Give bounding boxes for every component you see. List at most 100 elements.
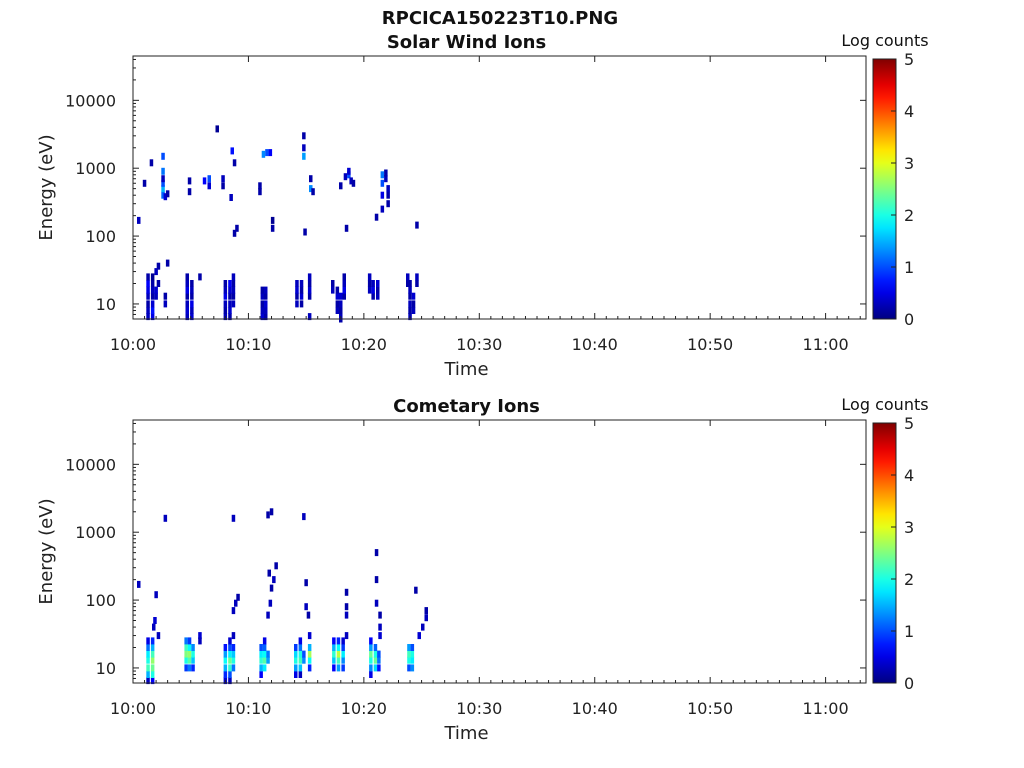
heatmap-cell <box>190 286 194 294</box>
heatmap-cell <box>307 664 312 672</box>
heatmap-cell <box>332 650 336 658</box>
figure-title: RPCICA150223T10.PNG <box>382 8 618 29</box>
heatmap-cell <box>185 313 189 321</box>
heatmap-cell <box>231 280 236 287</box>
heatmap-cell <box>369 650 373 658</box>
heatmap-cell <box>150 313 155 321</box>
heatmap-cell <box>304 579 308 587</box>
heatmap-cell <box>259 664 263 672</box>
heatmap-cell <box>339 307 343 314</box>
heatmap-cell <box>341 637 345 645</box>
heatmap-cell <box>156 262 161 270</box>
heatmap-cell <box>236 593 240 601</box>
x-tick-label: 10:30 <box>456 335 502 354</box>
heatmap-cell <box>341 664 345 672</box>
heatmap-cell <box>223 664 228 672</box>
heatmap-cell <box>342 292 346 300</box>
heatmap-cell <box>332 664 336 672</box>
heatmap-cell <box>223 656 228 664</box>
heatmap-cell <box>191 650 195 658</box>
heatmap-cell <box>407 664 411 672</box>
heatmap-cell <box>371 286 375 294</box>
heatmap-cell <box>331 286 335 294</box>
colorbar-tick-label: 1 <box>904 622 914 641</box>
heatmap-cell <box>335 307 340 314</box>
heatmap-cell <box>146 292 150 300</box>
heatmap-cell <box>146 300 150 308</box>
heatmap-cell <box>380 171 385 179</box>
heatmap-cell <box>163 300 168 308</box>
heatmap-cell <box>191 664 195 672</box>
heatmap-cell <box>231 514 236 522</box>
heatmap-cell <box>298 656 303 664</box>
heatmap-cell <box>231 656 236 664</box>
heatmap-cell <box>150 292 155 300</box>
chart-title: Cometary Ions <box>393 396 540 417</box>
colorbar-tick-label: 3 <box>904 518 914 537</box>
heatmap-cell <box>335 286 340 294</box>
heatmap-cell <box>154 268 158 276</box>
heatmap-cell <box>373 650 378 658</box>
heatmap-cell <box>259 656 263 664</box>
heatmap-cell <box>309 175 313 183</box>
heatmap-cell <box>223 280 228 287</box>
heatmap-cell <box>146 286 150 294</box>
x-tick-label: 10:50 <box>687 335 733 354</box>
heatmap-cell <box>374 549 379 557</box>
heatmap-cell <box>295 292 299 300</box>
heatmap-cell <box>150 656 155 664</box>
heatmap-cell <box>371 280 375 287</box>
heatmap-cell <box>187 177 192 185</box>
heatmap-cell <box>231 650 236 658</box>
heatmap-cell <box>184 664 188 672</box>
heatmap-cell <box>407 656 411 664</box>
heatmap-cell <box>262 637 267 645</box>
heatmap-cell <box>150 677 155 685</box>
heatmap-cell <box>272 576 276 584</box>
heatmap-cell <box>207 182 211 190</box>
heatmap-cell <box>270 224 275 232</box>
x-tick-label: 10:20 <box>341 699 387 718</box>
heatmap-cell <box>299 286 304 294</box>
x-tick-label: 10:10 <box>225 335 271 354</box>
heatmap-cell <box>268 149 273 157</box>
heatmap-cell <box>415 221 419 229</box>
heatmap-cell <box>298 664 303 672</box>
heatmap-cell <box>223 650 228 658</box>
heatmap-cell <box>262 644 267 651</box>
heatmap-cell <box>294 656 298 664</box>
heatmap-cell <box>306 611 311 619</box>
heatmap-cell <box>146 677 150 685</box>
heatmap-cell <box>339 182 343 190</box>
heatmap-cell <box>406 280 410 287</box>
heatmap-cell <box>344 611 349 619</box>
heatmap-cell <box>150 671 155 678</box>
heatmap-cell <box>187 188 192 196</box>
heatmap-cell <box>262 650 267 658</box>
heatmap-cell <box>260 313 265 321</box>
colorbar-tick-label: 5 <box>904 50 914 69</box>
heatmap-cell <box>299 300 304 308</box>
heatmap-cell <box>332 644 336 651</box>
colorbar-tick-label: 1 <box>904 258 914 277</box>
heatmap-cell <box>411 307 416 314</box>
heatmap-cell <box>266 656 270 664</box>
heatmap-cell <box>299 280 304 287</box>
heatmap-cell <box>150 307 155 314</box>
heatmap-cell <box>231 664 236 672</box>
colorbar-tick-label: 2 <box>904 570 914 589</box>
heatmap-cell <box>184 637 188 645</box>
heatmap-cell <box>386 185 390 193</box>
heatmap-cell <box>198 637 202 645</box>
heatmap-cell <box>154 292 158 300</box>
y-axis-label: Energy (eV) <box>36 134 57 240</box>
heatmap-cell <box>260 300 265 308</box>
heatmap-cell <box>298 644 303 651</box>
heatmap-cell <box>417 632 421 640</box>
heatmap-cell <box>198 632 202 640</box>
y-tick-label: 10000 <box>65 455 116 474</box>
heatmap-cell <box>207 175 211 183</box>
heatmap-cell <box>339 292 343 300</box>
heatmap-cell <box>187 650 192 658</box>
heatmap-cell <box>294 650 298 658</box>
